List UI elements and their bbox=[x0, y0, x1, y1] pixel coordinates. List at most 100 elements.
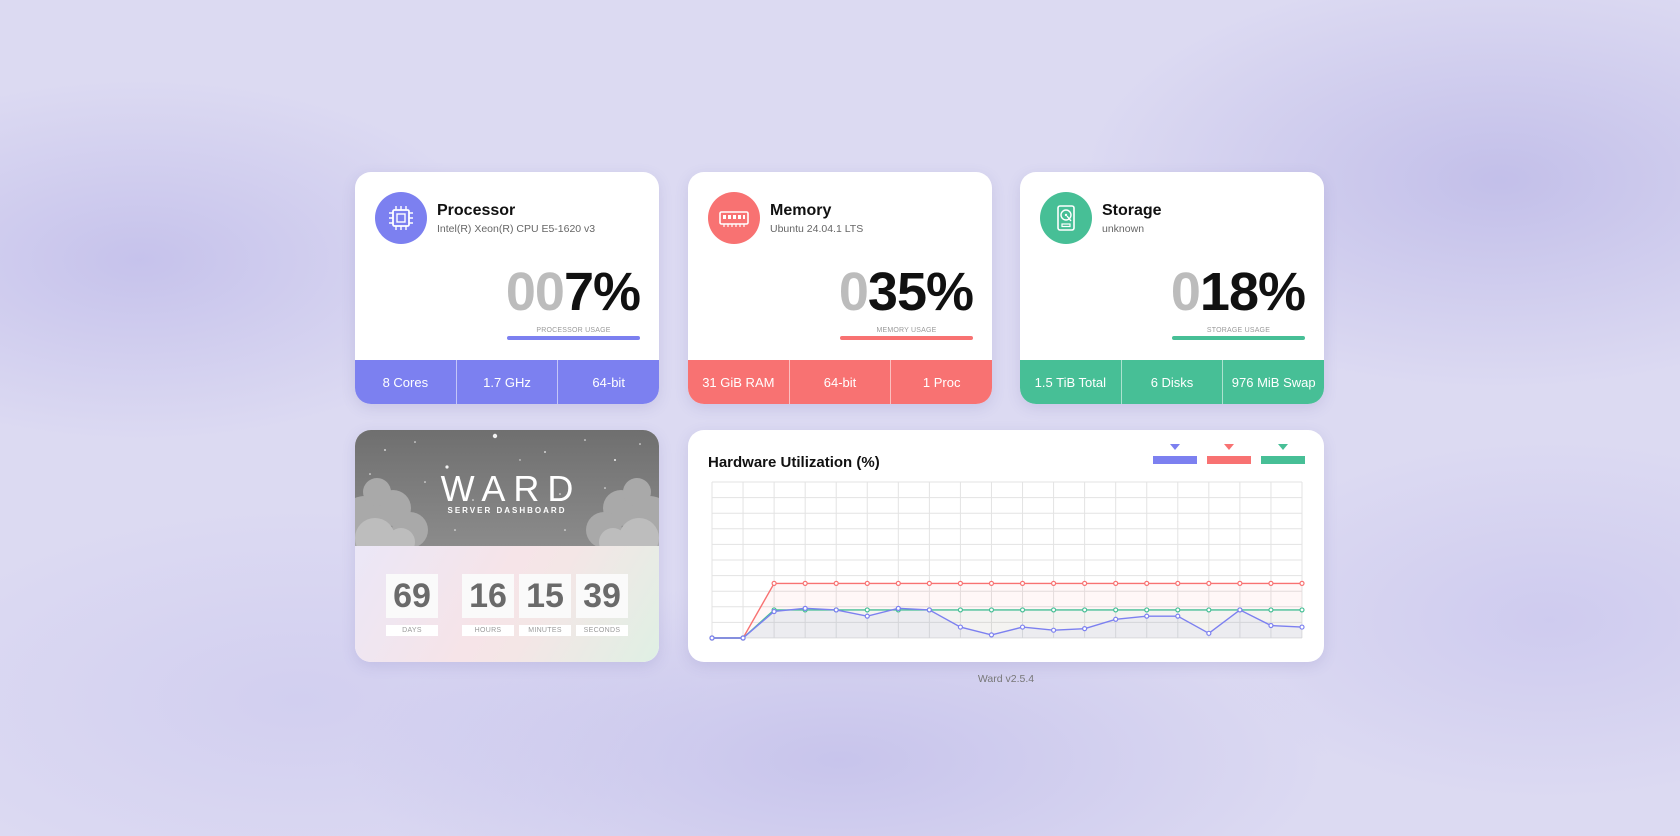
series-1-point-5 bbox=[864, 580, 870, 586]
ward-banner: WARD SERVER DASHBOARD bbox=[355, 430, 659, 546]
ward-title: WARD bbox=[440, 468, 582, 509]
legend-storage[interactable] bbox=[1261, 444, 1305, 468]
series-0-point-8 bbox=[957, 624, 964, 630]
hard-drive-icon bbox=[1040, 192, 1092, 244]
series-0-point-0 bbox=[709, 635, 715, 641]
series-0-point-7 bbox=[926, 607, 932, 613]
series-1-point-3 bbox=[802, 580, 808, 586]
memory-processes: 1 Proc bbox=[890, 360, 992, 404]
storage-usage-bar bbox=[1172, 336, 1305, 340]
uptime-minutes-label: MINUTES bbox=[519, 625, 571, 636]
series-2-point-13 bbox=[1113, 607, 1119, 613]
legend-memory[interactable] bbox=[1207, 444, 1251, 468]
memory-architecture: 64-bit bbox=[788, 360, 891, 404]
memory-usage-bar bbox=[840, 336, 973, 340]
storage-usage-pad: 0 bbox=[1170, 262, 1201, 322]
series-1-point-11 bbox=[1050, 580, 1057, 586]
storage-swap: 976 MiB Swap bbox=[1222, 360, 1324, 404]
legend-storage-arrow-icon bbox=[1278, 444, 1288, 450]
legend-processor[interactable] bbox=[1153, 444, 1197, 468]
chart-title: Hardware Utilization (%) bbox=[708, 454, 880, 471]
series-1-point-16 bbox=[1206, 580, 1212, 586]
storage-card: Storage unknown 018% STORAGE USAGE 1.5 T… bbox=[1020, 172, 1324, 404]
memory-title: Memory bbox=[770, 202, 832, 219]
storage-header: Storage unknown bbox=[1040, 192, 1162, 244]
series-1-point-13 bbox=[1113, 580, 1119, 586]
series-1-point-12 bbox=[1082, 580, 1088, 586]
uptime-minutes-value: 15 bbox=[519, 574, 571, 618]
uptime-seconds-value: 39 bbox=[576, 574, 628, 618]
series-0-point-14 bbox=[1144, 613, 1150, 619]
series-0-point-1 bbox=[740, 635, 746, 641]
series-0-point-16 bbox=[1206, 630, 1212, 636]
legend-memory-swatch bbox=[1207, 456, 1251, 464]
series-2-point-10 bbox=[1019, 607, 1026, 613]
series-0-point-15 bbox=[1175, 613, 1181, 619]
memory-os: Ubuntu 24.04.1 LTS bbox=[770, 223, 864, 235]
series-0-point-6 bbox=[895, 605, 901, 611]
memory-header: Memory Ubuntu 24.04.1 LTS bbox=[708, 192, 863, 244]
hardware-utilization-card: Hardware Utilization (%) bbox=[688, 430, 1324, 662]
processor-usage-percent: 7% bbox=[563, 262, 641, 322]
series-0-point-10 bbox=[1019, 624, 1026, 630]
series-0-point-5 bbox=[864, 613, 870, 619]
processor-usage-bar bbox=[507, 336, 640, 340]
version-label: Ward v2.5.4 bbox=[977, 673, 1035, 685]
storage-model: unknown bbox=[1102, 223, 1145, 235]
series-0-point-18 bbox=[1268, 622, 1274, 629]
memory-usage-pad: 0 bbox=[838, 262, 869, 322]
storage-usage-value: 018% bbox=[1170, 262, 1306, 322]
storage-title: Storage bbox=[1102, 202, 1162, 219]
series-2-point-5 bbox=[864, 607, 870, 613]
series-0-point-13 bbox=[1113, 616, 1119, 622]
processor-usage-caption: PROCESSOR USAGE bbox=[536, 327, 611, 334]
uptime-days: 69 DAYS bbox=[386, 574, 438, 636]
uptime-minutes: 15 MINUTES bbox=[519, 574, 571, 636]
memory-usage-value: 035% bbox=[838, 262, 974, 322]
memory-card: Memory Ubuntu 24.04.1 LTS 035% MEMORY US… bbox=[688, 172, 992, 404]
uptime-seconds-label: SECONDS bbox=[576, 625, 628, 636]
processor-architecture: 64-bit bbox=[557, 360, 659, 404]
uptime-hours: 16 HOURS bbox=[462, 574, 514, 636]
series-0-area bbox=[712, 608, 1302, 638]
series-1-point-9 bbox=[988, 580, 995, 586]
processor-card: Processor Intel(R) Xeon(R) CPU E5-1620 v… bbox=[355, 172, 659, 404]
series-1-point-7 bbox=[926, 580, 932, 586]
series-2-point-8 bbox=[957, 607, 964, 613]
ram-icon bbox=[708, 192, 760, 244]
legend-memory-arrow-icon bbox=[1224, 444, 1234, 450]
processor-usage-pad: 00 bbox=[505, 262, 565, 322]
ward-subtitle: SERVER DASHBOARD bbox=[447, 506, 567, 515]
cpu-icon bbox=[375, 192, 427, 244]
series-1-point-4 bbox=[833, 580, 839, 586]
series-2-point-15 bbox=[1175, 607, 1181, 613]
legend-storage-swatch bbox=[1261, 456, 1305, 464]
uptime-days-label: DAYS bbox=[386, 625, 438, 636]
storage-total: 1.5 TiB Total bbox=[1034, 374, 1106, 390]
series-2-point-12 bbox=[1082, 607, 1088, 613]
utilization-line-chart bbox=[709, 481, 1305, 641]
processor-title: Processor bbox=[437, 202, 516, 219]
uptime-seconds: 39 SECONDS bbox=[576, 574, 628, 636]
series-0-point-17 bbox=[1237, 607, 1243, 613]
storage-usage-percent: 18% bbox=[1199, 262, 1306, 322]
legend-processor-arrow-icon bbox=[1170, 444, 1180, 450]
processor-model: Intel(R) Xeon(R) CPU E5-1620 v3 bbox=[437, 223, 596, 235]
memory-usage-percent: 35% bbox=[867, 262, 974, 322]
processor-header: Processor Intel(R) Xeon(R) CPU E5-1620 v… bbox=[375, 192, 595, 244]
series-1-point-8 bbox=[957, 580, 964, 586]
storage-footer: 1.5 TiB Total 6 Disks 976 MiB Swap bbox=[1020, 360, 1324, 404]
series-0-point-4 bbox=[833, 607, 839, 613]
series-1-point-18 bbox=[1268, 580, 1274, 586]
memory-usage-caption: MEMORY USAGE bbox=[876, 327, 937, 334]
series-1-point-2 bbox=[771, 580, 777, 586]
series-2-point-14 bbox=[1144, 607, 1150, 613]
series-0-point-3 bbox=[802, 605, 808, 611]
series-0-point-12 bbox=[1082, 626, 1088, 632]
series-2-point-9 bbox=[988, 607, 995, 613]
series-0-point-19 bbox=[1299, 624, 1305, 630]
series-1-area bbox=[712, 583, 1302, 638]
series-2-point-18 bbox=[1268, 607, 1274, 613]
series-0-point-11 bbox=[1050, 627, 1057, 633]
memory-footer: 31 GiB RAM 64-bit 1 Proc bbox=[688, 360, 992, 404]
